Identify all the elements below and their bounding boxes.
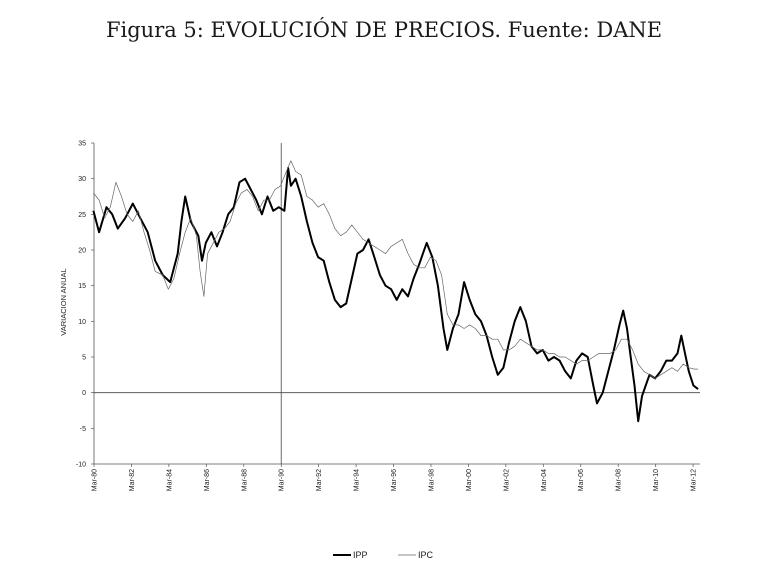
series-line-ipp: [92, 167, 699, 423]
x-tick-label: Mar-10: [653, 469, 660, 491]
x-tick-label: Mar-84: [166, 469, 173, 491]
y-tick-label: 15: [78, 283, 86, 290]
y-tick-label: 0: [82, 390, 86, 397]
y-tick-label: 20: [78, 248, 86, 255]
legend-label-ipp: IPP: [353, 550, 368, 560]
x-tick-label: Mar-82: [129, 469, 136, 491]
y-tick-label: 30: [78, 176, 86, 183]
y-tick-label: 25: [78, 212, 86, 219]
x-tick-label: Mar-08: [616, 469, 623, 491]
x-tick-label: Mar-02: [503, 469, 510, 491]
x-tick-label: Mar-90: [279, 469, 286, 491]
legend-label-ipc: IPC: [418, 550, 434, 560]
y-axis-label: VARIACION ANUAL: [59, 268, 68, 335]
chart-axes: -10 -5 0 5 10 15 20 25 30 35 Mar-80 Mar-82 Mar-84 Mar…: [76, 141, 700, 491]
y-tick-label: 35: [78, 141, 86, 148]
x-tick-label: Mar-12: [691, 469, 698, 491]
x-tick-label: Mar-00: [466, 469, 473, 491]
x-tick-label: Mar-86: [204, 469, 211, 491]
x-tick-label: Mar-88: [241, 469, 248, 491]
x-tick-label: Mar-96: [391, 469, 398, 491]
x-tick-label: Mar-98: [428, 469, 435, 491]
series-line-ipc: [93, 160, 699, 379]
x-tick-label: Mar-94: [354, 469, 361, 491]
y-tick-label: 10: [78, 319, 86, 326]
y-tick-label: -10: [76, 462, 86, 469]
y-tick-label: 5: [82, 355, 86, 362]
x-tick-label: Mar-06: [578, 469, 585, 491]
x-tick-label: Mar-80: [92, 469, 99, 491]
page-title: Figura 5: EVOLUCIÓN DE PRECIOS. Fuente: …: [105, 18, 663, 42]
x-tick-label: Mar-04: [541, 469, 548, 491]
chart-legend: IPP IPC: [333, 550, 434, 560]
y-tick-label: -5: [80, 426, 86, 433]
chart-series: [92, 160, 699, 423]
x-tick-label: Mar-92: [316, 469, 323, 491]
